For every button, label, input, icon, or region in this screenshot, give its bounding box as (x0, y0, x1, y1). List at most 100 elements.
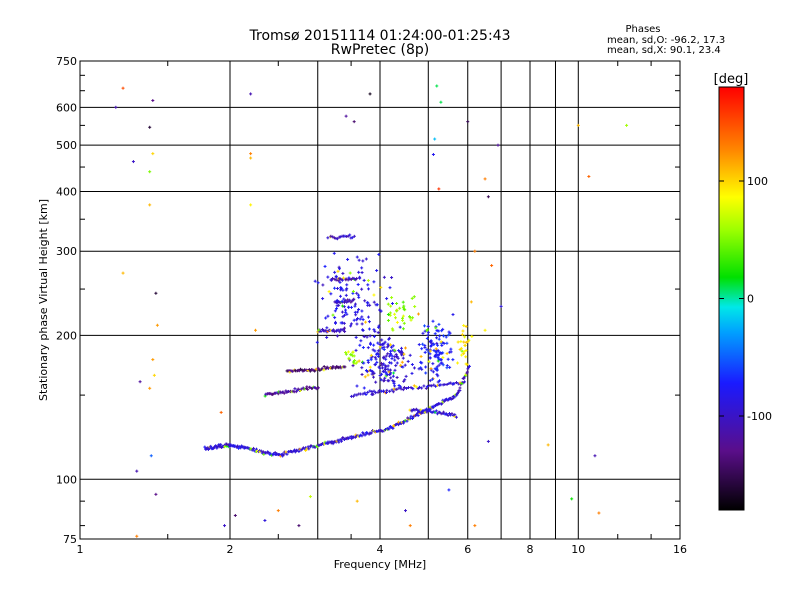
data-point (307, 447, 311, 451)
data-point (411, 416, 415, 420)
data-point (362, 278, 366, 282)
plot-frame (79, 60, 681, 540)
data-point (397, 386, 401, 390)
data-point (458, 386, 462, 390)
data-point (386, 313, 390, 317)
data-point (366, 279, 370, 283)
data-point (387, 370, 391, 374)
data-point (383, 340, 387, 344)
data-point (432, 348, 436, 352)
data-point (344, 114, 348, 118)
data-point (469, 300, 473, 304)
y-tick-label: 200 (56, 329, 77, 342)
data-point (496, 143, 500, 147)
data-point (421, 331, 425, 335)
data-point (420, 367, 424, 371)
data-point (473, 524, 477, 528)
data-point (360, 271, 364, 275)
data-point (424, 371, 428, 375)
data-point (332, 251, 336, 255)
data-point (464, 355, 468, 359)
data-point (388, 286, 392, 290)
data-point (433, 137, 437, 141)
data-point (376, 331, 380, 335)
data-point (343, 299, 347, 303)
data-point (412, 384, 416, 388)
data-point (372, 300, 376, 304)
data-point (360, 315, 364, 319)
data-point (376, 349, 380, 353)
data-point (148, 125, 152, 129)
data-point (459, 346, 463, 350)
data-point (395, 387, 399, 391)
data-point (361, 392, 365, 396)
y-tick-label: 600 (56, 101, 77, 114)
data-point (362, 335, 366, 339)
data-point (353, 302, 357, 306)
data-point (395, 375, 399, 379)
data-point (393, 312, 397, 316)
data-point (295, 449, 299, 453)
data-point (377, 325, 381, 329)
data-point (388, 354, 392, 358)
data-point (425, 336, 429, 340)
data-point (409, 414, 413, 418)
data-point (424, 386, 428, 390)
y-tick-label: 750 (56, 55, 77, 68)
data-point (383, 367, 387, 371)
data-point (386, 318, 390, 322)
data-point (355, 322, 359, 326)
data-point (437, 187, 441, 191)
data-point (218, 445, 222, 449)
colorbar-tick-label: 0 (747, 293, 754, 306)
data-point (344, 277, 348, 281)
data-point (377, 252, 381, 256)
data-point (346, 350, 350, 354)
colorbar-ticks: -100 0 100 (719, 175, 772, 423)
data-point (331, 328, 335, 332)
data-point (409, 386, 413, 390)
data-point (403, 378, 407, 382)
data-point (466, 340, 470, 344)
data-point (427, 350, 431, 354)
data-point (401, 365, 405, 369)
data-point (446, 357, 450, 361)
data-point (282, 391, 286, 395)
y-tick-label: 500 (56, 139, 77, 152)
data-point (442, 341, 446, 345)
data-point (438, 358, 442, 362)
data-point (435, 367, 439, 371)
data-point (411, 387, 415, 391)
data-point (422, 384, 426, 388)
data-point (390, 354, 394, 358)
data-point (402, 385, 406, 389)
data-point (458, 381, 462, 385)
data-point (434, 326, 438, 330)
x-tick-label: 4 (377, 543, 384, 556)
data-point (329, 278, 333, 282)
data-point (366, 390, 370, 394)
data-point (388, 389, 392, 393)
data-point (442, 410, 446, 414)
data-point (389, 349, 393, 353)
data-point (372, 280, 376, 284)
data-point (341, 276, 345, 280)
data-point (151, 358, 155, 362)
data-point (459, 340, 463, 344)
data-point (382, 369, 386, 373)
data-point (402, 307, 406, 311)
data-point (382, 275, 386, 279)
data-point (380, 361, 384, 365)
data-point (306, 387, 310, 391)
data-point (473, 249, 477, 253)
data-point (314, 367, 318, 371)
data-point (131, 160, 135, 164)
data-point (379, 309, 383, 313)
data-point (352, 120, 356, 124)
data-point (351, 364, 355, 368)
data-point (393, 368, 397, 372)
data-point (407, 386, 411, 390)
data-point (391, 374, 395, 378)
data-point (464, 349, 468, 353)
data-point (351, 360, 355, 364)
